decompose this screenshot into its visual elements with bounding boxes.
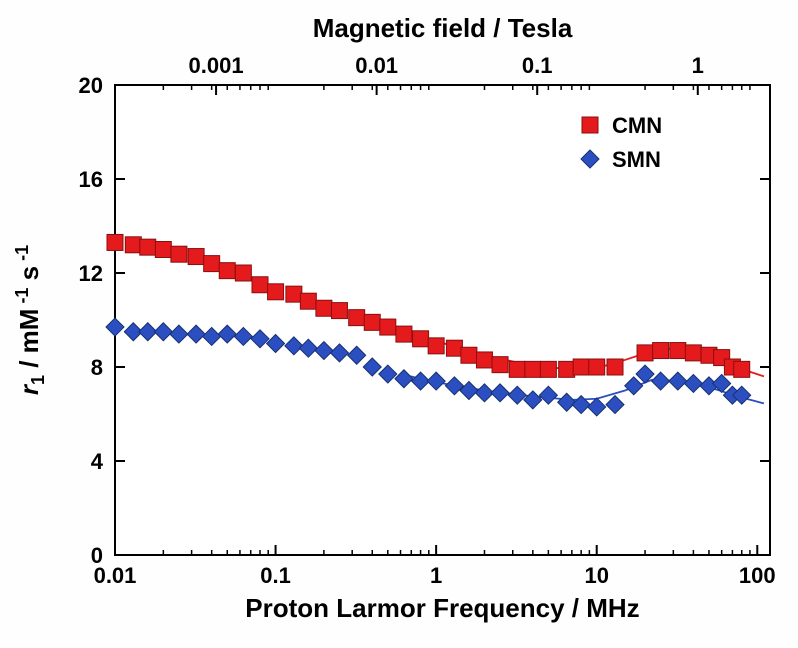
x-tick-label: 10 xyxy=(584,563,608,588)
x-tick-label: 0.1 xyxy=(260,563,291,588)
plot-area xyxy=(115,85,770,555)
marker-cmn xyxy=(171,246,187,262)
marker-cmn xyxy=(476,352,492,368)
marker-cmn xyxy=(525,361,541,377)
marker-cmn xyxy=(428,338,444,354)
marker-cmn xyxy=(446,340,462,356)
nmrd-chart: 0481216200.010.11101000.0010.010.11Proto… xyxy=(0,0,798,648)
marker-cmn xyxy=(589,359,605,375)
y-tick-label: 16 xyxy=(79,167,103,192)
marker-cmn xyxy=(286,286,302,302)
marker-cmn xyxy=(235,265,251,281)
marker-cmn xyxy=(559,361,575,377)
marker-cmn xyxy=(670,343,686,359)
marker-cmn xyxy=(380,319,396,335)
y-axis-title: r1 / mM -1 s -1 xyxy=(12,245,48,395)
marker-cmn xyxy=(492,357,508,373)
marker-cmn xyxy=(582,117,598,133)
marker-cmn xyxy=(107,234,123,250)
marker-cmn xyxy=(219,263,235,279)
x-top-tick-label: 0.01 xyxy=(355,53,398,78)
x-tick-label: 1 xyxy=(430,563,442,588)
marker-cmn xyxy=(734,361,750,377)
marker-cmn xyxy=(461,347,477,363)
x-axis-title: Proton Larmor Frequency / MHz xyxy=(245,593,639,623)
x-top-tick-label: 0.001 xyxy=(189,53,244,78)
marker-cmn xyxy=(349,310,365,326)
marker-cmn xyxy=(155,242,171,258)
marker-cmn xyxy=(204,256,220,272)
y-tick-label: 20 xyxy=(79,73,103,98)
marker-cmn xyxy=(316,300,332,316)
x-top-axis-title: Magnetic field / Tesla xyxy=(313,13,573,43)
legend-label-smn: SMN xyxy=(612,147,661,172)
marker-cmn xyxy=(396,326,412,342)
y-tick-label: 4 xyxy=(91,449,104,474)
marker-cmn xyxy=(188,249,204,265)
marker-cmn xyxy=(607,359,623,375)
chart-container: 0481216200.010.11101000.0010.010.11Proto… xyxy=(0,0,798,648)
x-tick-label: 100 xyxy=(739,563,776,588)
marker-cmn xyxy=(573,359,589,375)
x-top-tick-label: 1 xyxy=(692,53,704,78)
x-tick-label: 0.01 xyxy=(94,563,137,588)
marker-cmn xyxy=(413,331,429,347)
marker-cmn xyxy=(509,361,525,377)
marker-cmn xyxy=(364,314,380,330)
legend-label-cmn: CMN xyxy=(612,113,662,138)
marker-cmn xyxy=(252,277,268,293)
marker-cmn xyxy=(125,237,141,253)
y-tick-label: 12 xyxy=(79,261,103,286)
marker-cmn xyxy=(637,345,653,361)
y-tick-label: 8 xyxy=(91,355,103,380)
marker-cmn xyxy=(331,303,347,319)
marker-cmn xyxy=(300,293,316,309)
marker-cmn xyxy=(140,239,156,255)
marker-cmn xyxy=(685,345,701,361)
x-top-tick-label: 0.1 xyxy=(522,53,553,78)
marker-cmn xyxy=(540,361,556,377)
marker-cmn xyxy=(268,284,284,300)
marker-cmn xyxy=(653,343,669,359)
